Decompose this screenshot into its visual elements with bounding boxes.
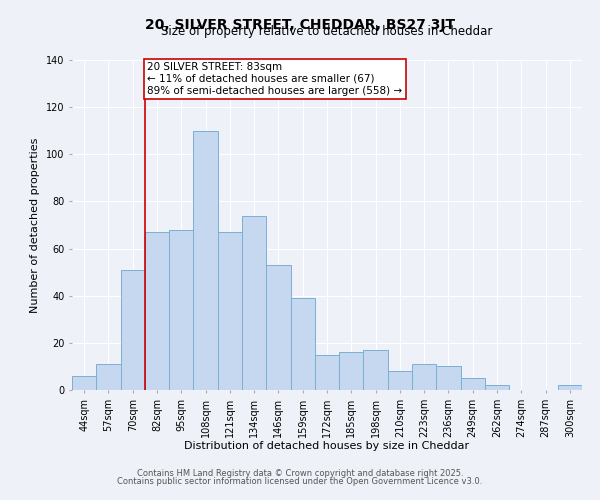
X-axis label: Distribution of detached houses by size in Cheddar: Distribution of detached houses by size … [184, 441, 470, 451]
Bar [121, 270, 145, 390]
Text: 20 SILVER STREET: 83sqm
← 11% of detached houses are smaller (67)
89% of semi-de: 20 SILVER STREET: 83sqm ← 11% of detache… [147, 62, 403, 96]
Bar [242, 216, 266, 390]
Bar [558, 386, 582, 390]
Bar [461, 378, 485, 390]
Bar [290, 298, 315, 390]
Bar [193, 130, 218, 390]
Text: Contains HM Land Registry data © Crown copyright and database right 2025.: Contains HM Land Registry data © Crown c… [137, 468, 463, 477]
Bar [364, 350, 388, 390]
Bar [388, 371, 412, 390]
Text: 20, SILVER STREET, CHEDDAR, BS27 3JT: 20, SILVER STREET, CHEDDAR, BS27 3JT [145, 18, 455, 32]
Text: Contains public sector information licensed under the Open Government Licence v3: Contains public sector information licen… [118, 477, 482, 486]
Y-axis label: Number of detached properties: Number of detached properties [31, 138, 40, 312]
Bar [72, 376, 96, 390]
Bar [266, 265, 290, 390]
Bar [436, 366, 461, 390]
Bar [169, 230, 193, 390]
Bar [339, 352, 364, 390]
Bar [412, 364, 436, 390]
Bar [96, 364, 121, 390]
Bar [218, 232, 242, 390]
Bar [145, 232, 169, 390]
Title: Size of property relative to detached houses in Cheddar: Size of property relative to detached ho… [161, 25, 493, 38]
Bar [315, 354, 339, 390]
Bar [485, 386, 509, 390]
